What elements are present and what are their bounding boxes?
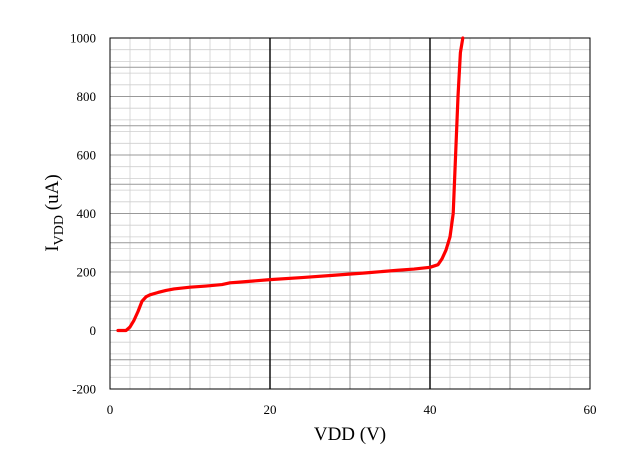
x-tick-label: 60 — [584, 402, 597, 417]
major-gridlines — [110, 38, 590, 389]
x-axis-title: VDD (V) — [314, 424, 386, 445]
y-axis-title-unit: (uA) — [42, 174, 63, 215]
plot-area-frame — [109, 37, 591, 390]
y-tick-label: -200 — [72, 382, 96, 397]
x-tick-label: 0 — [107, 402, 114, 417]
y-tick-label: 400 — [77, 206, 97, 221]
x-tick-label: 40 — [424, 402, 437, 417]
x-tick-label: 20 — [264, 402, 277, 417]
y-axis-title-subscript: VDD — [52, 215, 67, 245]
x-tick-labels: 0 20 40 60 — [107, 402, 597, 417]
y-tick-label: 800 — [77, 89, 97, 104]
series-line — [116, 36, 465, 333]
y-axis-title-main: I — [42, 245, 63, 251]
y-tick-label: 600 — [77, 148, 97, 163]
y-axis-title: IVDD (uA) — [42, 174, 67, 251]
series-layer — [116, 36, 465, 333]
y-tick-label: 0 — [90, 323, 97, 338]
y-tick-label: 200 — [77, 265, 97, 280]
emphasized-gridlines — [269, 38, 431, 389]
y-tick-label: 1000 — [70, 31, 96, 46]
y-tick-labels: -200 0 200 400 600 800 1000 — [70, 31, 96, 397]
